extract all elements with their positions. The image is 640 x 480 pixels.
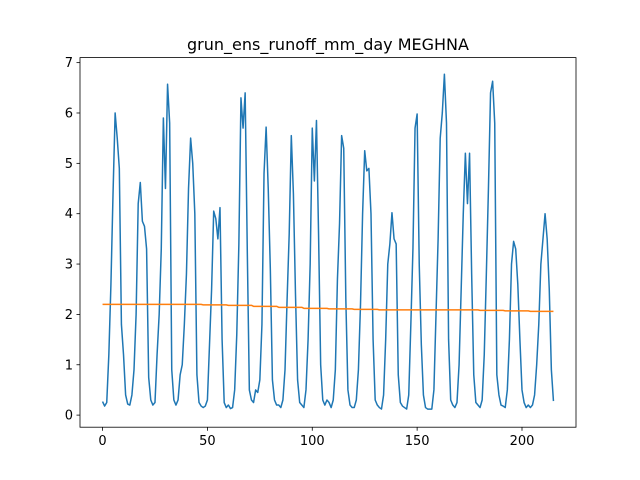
y-tick-label: 5 xyxy=(65,157,73,172)
chart-title: grun_ens_runoff_mm_day MEGHNA xyxy=(187,35,469,55)
x-tick-label: 50 xyxy=(199,434,216,449)
y-tick-label: 3 xyxy=(65,258,73,273)
y-tick-label: 7 xyxy=(65,56,73,71)
series-line xyxy=(102,303,554,313)
series-line xyxy=(101,73,555,410)
x-tick-label: 150 xyxy=(405,434,430,449)
x-tick-label: 100 xyxy=(300,434,325,449)
y-tick-label: 4 xyxy=(65,207,73,222)
x-tick-label: 200 xyxy=(510,434,535,449)
plot-frame xyxy=(79,57,577,428)
y-tick-label: 0 xyxy=(65,409,73,424)
y-tick-label: 2 xyxy=(65,308,73,323)
y-tick-label: 1 xyxy=(65,358,73,373)
y-tick-label: 6 xyxy=(65,106,73,121)
x-tick-label: 0 xyxy=(98,434,106,449)
